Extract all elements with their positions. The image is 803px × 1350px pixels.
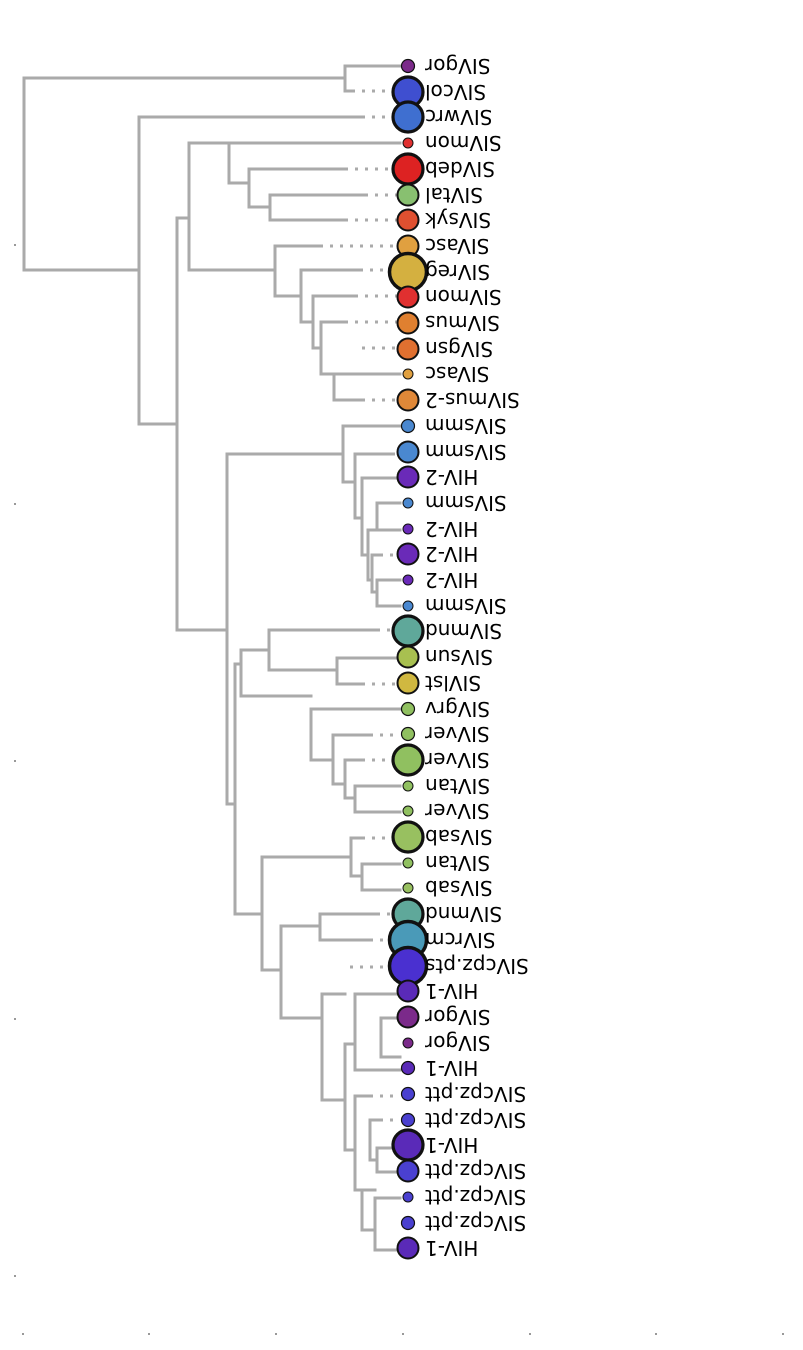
tip-node <box>391 152 425 186</box>
tip-node <box>402 780 414 792</box>
tip-label: SIVdeb <box>425 157 495 181</box>
tip-node <box>400 58 416 74</box>
tip-node <box>402 1191 414 1203</box>
tip-nodes: SIVgorSIVcolSIVwrcSIVmonSIVdebSIVtalSIVs… <box>387 54 529 1260</box>
tip-node <box>400 701 416 717</box>
tip-node <box>391 820 425 854</box>
tip-label: SIVmus <box>425 311 500 335</box>
tip-label: HIV-2 <box>425 465 478 489</box>
tip-node <box>400 1060 416 1076</box>
tip-label: SIVasc <box>425 234 489 258</box>
tip-node <box>402 137 414 149</box>
tip-node <box>396 671 420 695</box>
tip-node <box>402 574 414 586</box>
tip-node <box>402 882 414 894</box>
tip-node <box>400 1112 416 1128</box>
tip-node <box>402 368 414 380</box>
tip-label: HIV-2 <box>425 517 478 541</box>
tip-label: SIVver <box>424 748 489 772</box>
tip-label: SIVmnd <box>425 902 502 926</box>
tip-node <box>396 208 420 232</box>
tip-label: SIVsmm <box>425 414 507 438</box>
tip-node <box>400 418 416 434</box>
tip-node <box>396 542 420 566</box>
tree-branches <box>22 64 402 1252</box>
tip-label: SIVcpz.pts <box>425 954 529 978</box>
tip-node <box>402 1037 414 1049</box>
tip-node <box>396 1236 420 1260</box>
tip-label: SIVwrc <box>425 105 492 129</box>
tip-label: SIVcpz.ptt <box>425 1211 526 1235</box>
tip-node <box>396 645 420 669</box>
tip-label: SIVgor <box>424 54 490 78</box>
tip-node <box>396 979 420 1003</box>
tip-label: SIVlst <box>425 671 481 695</box>
tip-label: SIVmnd <box>425 619 502 643</box>
tip-label: SIVver <box>424 799 489 823</box>
tip-label: SIVgor <box>424 1031 490 1055</box>
tip-node <box>387 945 429 987</box>
tip-node <box>396 183 420 207</box>
tip-label: SIVmon <box>425 131 502 155</box>
tip-label: HIV-2 <box>425 568 478 592</box>
tip-label: HIV-1 <box>425 1236 478 1260</box>
tip-node <box>402 600 414 612</box>
tip-node <box>402 805 414 817</box>
tip-node <box>396 1005 420 1029</box>
tip-label: HIV-1 <box>425 1133 478 1157</box>
tip-label: SIVtan <box>425 851 490 875</box>
tip-label: SIVver <box>424 722 489 746</box>
tip-label: SIVreg <box>425 260 490 284</box>
tip-label: SIVtal <box>425 183 483 207</box>
tip-node <box>402 857 414 869</box>
tip-node <box>391 100 425 134</box>
tip-node <box>387 251 429 293</box>
tip-node <box>396 440 420 464</box>
tip-node <box>402 497 414 509</box>
tip-node <box>396 337 420 361</box>
tip-label: SIVgor <box>424 1005 490 1029</box>
tip-label: SIVsab <box>425 876 493 900</box>
tip-label: SIVgsn <box>425 337 493 361</box>
tip-label: SIVcpz.ptt <box>425 1185 526 1209</box>
tip-node <box>391 743 425 777</box>
tip-node <box>391 614 425 648</box>
tip-node <box>400 1215 416 1231</box>
tip-label: SIVcpz.ptt <box>425 1159 526 1183</box>
tip-node <box>396 388 420 412</box>
tip-label: SIVcpz.ptt <box>425 1082 526 1106</box>
tip-label: SIVsmm <box>425 440 507 464</box>
tip-label: SIVsmm <box>425 491 507 515</box>
tip-label: SIVasc <box>425 362 489 386</box>
tip-label: HIV-1 <box>425 979 478 1003</box>
tip-label: SIVgrv <box>425 697 490 721</box>
tip-label: SIVsyk <box>425 208 492 232</box>
tip-node <box>396 465 420 489</box>
tip-node <box>396 285 420 309</box>
tip-label: SIVsmm <box>425 594 507 618</box>
tip-label: SIVmon <box>425 285 502 309</box>
tip-label: SIVmus-2 <box>425 388 520 412</box>
tip-label: SIVcpz.ptt <box>425 1108 526 1132</box>
tip-label: SIVtan <box>425 774 490 798</box>
axis-ticks <box>14 244 784 1335</box>
tip-node <box>402 523 414 535</box>
tip-node <box>396 311 420 335</box>
tip-label: HIV-1 <box>425 1056 478 1080</box>
tip-label: SIVsun <box>425 645 493 669</box>
tip-label: SIVrcm <box>425 928 496 952</box>
tip-label: SIVcol <box>425 80 486 104</box>
tip-label: SIVsab <box>425 825 493 849</box>
tip-node <box>400 1086 416 1102</box>
tip-node <box>396 1159 420 1183</box>
tip-node <box>400 726 416 742</box>
tip-node <box>391 1128 425 1162</box>
tip-label: HIV-2 <box>425 542 478 566</box>
